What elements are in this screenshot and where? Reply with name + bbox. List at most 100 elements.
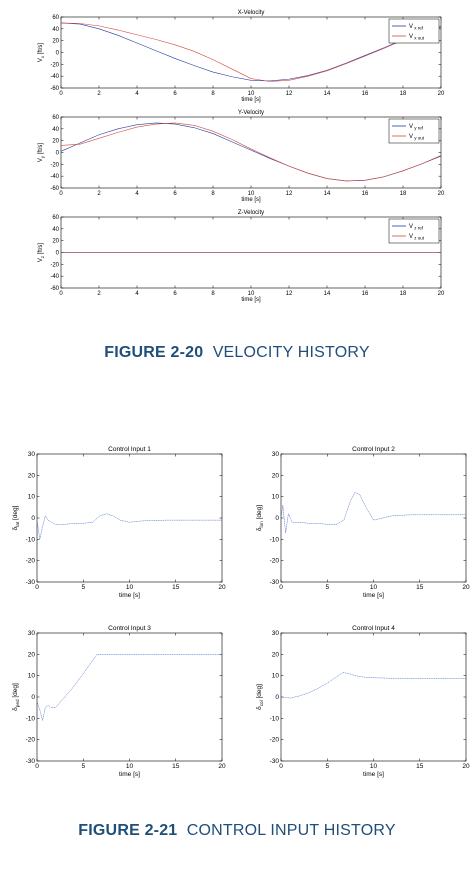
y-tick-label: -20 [50, 62, 59, 68]
x-tick-label: 20 [438, 191, 445, 197]
chart-title: Control Input 2 [352, 446, 395, 453]
x-tick-label: 16 [362, 291, 369, 297]
x-tick-label: 5 [325, 584, 329, 591]
plot-frame [60, 116, 442, 189]
chart-title: X-Velocity [238, 10, 265, 16]
y-tick-label: 30 [272, 630, 280, 637]
legend-entry: V y ref [409, 124, 424, 131]
chart-title: Y-Velocity [238, 110, 264, 116]
x-tick-label: 12 [286, 191, 293, 197]
x-tick-label: 15 [172, 763, 180, 770]
x-tick-label: 8 [211, 191, 215, 197]
chart-title: Z-Velocity [238, 210, 264, 216]
x-tick-label: 10 [248, 191, 255, 197]
x-tick-label: 4 [135, 291, 139, 297]
x-axis-label: time [s] [241, 297, 261, 303]
x-tick-label: 6 [173, 91, 177, 97]
y-tick-label: -10 [270, 536, 280, 543]
y-tick-label: -40 [50, 74, 59, 80]
y-tick-label: -10 [26, 715, 36, 722]
x-tick-label: 18 [400, 91, 407, 97]
x-tick-label: 20 [462, 763, 470, 770]
x-tick-label: 10 [126, 584, 134, 591]
y-tick-label: -10 [26, 536, 36, 543]
legend-box [388, 218, 440, 244]
x-axis-label: time [s] [241, 197, 261, 203]
x-tick-label: 0 [35, 763, 39, 770]
y-tick-label: -30 [26, 758, 36, 765]
y-tick-label: -30 [270, 758, 280, 765]
y-tick-label: 10 [272, 673, 280, 680]
x-tick-label: 15 [416, 763, 424, 770]
series-line-1 [280, 672, 466, 699]
x-tick-label: 0 [279, 763, 283, 770]
y-tick-label: 60 [52, 15, 59, 21]
series-line-2 [60, 22, 442, 82]
chart-1: X-Velocity 0 2 4 6 8 10 12 14 16 18 20 60 40 20 0 -20 -40… [38, 10, 445, 103]
y-tick-label: 0 [56, 51, 60, 57]
plot-frame [36, 453, 223, 583]
chart-5: Control Input 2 0 5 10 15 20 30 20 10 0 -10 -20 -30 t… [256, 446, 470, 599]
series-line-1 [36, 654, 222, 721]
x-tick-label: 0 [279, 584, 283, 591]
y-tick-label: 40 [52, 227, 59, 233]
series-line-1 [36, 513, 222, 540]
y-tick-label: 40 [52, 127, 59, 133]
legend-entry: V z ref [409, 224, 424, 231]
legend: V x ref V x out [388, 18, 440, 44]
y-tick-label: 0 [275, 515, 279, 522]
x-tick-label: 10 [248, 91, 255, 97]
x-tick-label: 20 [218, 763, 226, 770]
x-tick-label: 0 [35, 584, 39, 591]
legend-box [388, 118, 440, 144]
y-axis-label: Vx [ft/s] [38, 43, 45, 63]
x-tick-label: 20 [438, 91, 445, 97]
y-axis-label: Vz [ft/s] [38, 243, 45, 263]
y-tick-label: -40 [50, 174, 59, 180]
x-tick-label: 18 [400, 291, 407, 297]
x-tick-label: 10 [370, 763, 378, 770]
figure-2-20-number: FIGURE 2-20 [104, 344, 204, 361]
y-axis-label: δlat [deg] [12, 505, 20, 530]
x-tick-label: 20 [462, 584, 470, 591]
x-tick-label: 5 [81, 584, 85, 591]
x-tick-label: 18 [400, 191, 407, 197]
chart-title: Control Input 1 [108, 446, 151, 453]
y-tick-label: -20 [26, 737, 36, 744]
x-tick-label: 12 [286, 291, 293, 297]
x-tick-label: 6 [173, 191, 177, 197]
x-tick-label: 6 [173, 291, 177, 297]
y-tick-label: 0 [56, 251, 60, 257]
x-tick-label: 0 [59, 91, 63, 97]
y-tick-label: -20 [270, 737, 280, 744]
chart-7: Control Input 4 0 5 10 15 20 30 20 10 0 -10 -20 -30 t… [256, 625, 470, 778]
y-tick-label: 60 [52, 215, 59, 221]
y-tick-label: -10 [270, 715, 280, 722]
y-tick-label: 10 [272, 494, 280, 501]
y-axis-label: δcol [deg] [256, 684, 264, 710]
legend-entry: V z out [409, 234, 425, 241]
x-tick-label: 5 [325, 763, 329, 770]
legend: V y ref V y out [388, 118, 440, 144]
series-line-1 [60, 22, 442, 82]
y-tick-label: -20 [26, 558, 36, 565]
y-tick-label: -20 [50, 262, 59, 268]
x-tick-label: 14 [324, 191, 331, 197]
x-tick-label: 8 [211, 91, 215, 97]
x-tick-label: 16 [362, 91, 369, 97]
plot-frame [60, 16, 442, 89]
y-tick-label: 0 [275, 694, 279, 701]
y-tick-label: -60 [50, 86, 59, 92]
y-tick-label: -60 [50, 186, 59, 192]
x-tick-label: 8 [211, 291, 215, 297]
y-tick-label: -40 [50, 274, 59, 280]
y-tick-label: 30 [28, 451, 36, 458]
chart-title: Control Input 4 [352, 625, 395, 632]
y-tick-label: 10 [28, 673, 36, 680]
y-tick-label: -30 [270, 579, 280, 586]
x-tick-label: 15 [172, 584, 180, 591]
x-tick-label: 0 [59, 291, 63, 297]
plot-frame [280, 453, 467, 583]
legend-entry: V x out [409, 34, 425, 41]
